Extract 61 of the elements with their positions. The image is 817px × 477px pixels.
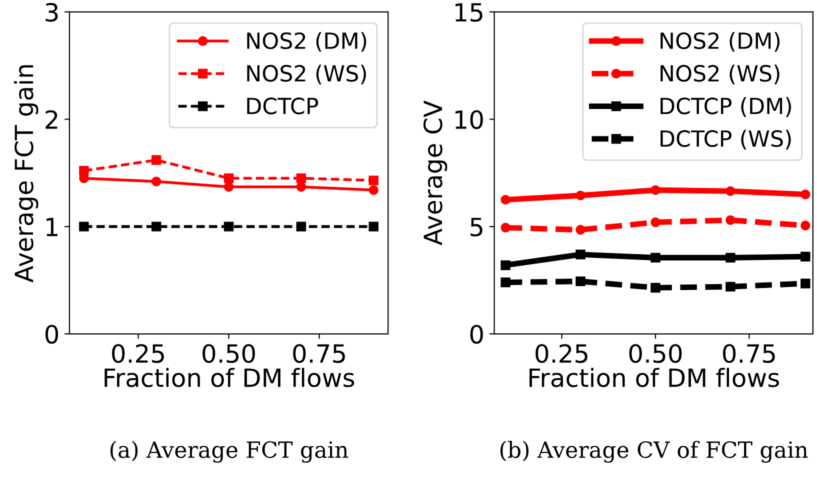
- point: [296, 222, 306, 232]
- y-tick-label: 3: [46, 2, 58, 22]
- x-tick-label: 0.75: [293, 344, 345, 363]
- point: [650, 217, 660, 228]
- point: [726, 252, 736, 263]
- y-tick-label: 1: [46, 218, 58, 236]
- point: [576, 190, 586, 200]
- y-tick-label: 5: [470, 218, 482, 236]
- y-tick-label: 0: [45, 324, 58, 344]
- legend-label: NOS2 (WS): [247, 64, 366, 84]
- point: [368, 176, 378, 186]
- x-axis-title: Fraction of DM flows: [530, 368, 779, 388]
- legend-label: DCTCP: [247, 98, 318, 114]
- text: (b) Average CV of FCT gain: [500, 440, 808, 463]
- point: [576, 250, 586, 260]
- x-tick-label: 0.50: [202, 344, 255, 363]
- legend-label: DCTCP (DM): [660, 97, 792, 117]
- point: [224, 173, 234, 184]
- x-tick-label: 0.25: [112, 344, 164, 363]
- point: [726, 186, 736, 196]
- point: [224, 182, 234, 192]
- y-axis-title: Average CV: [423, 100, 448, 246]
- point: [576, 224, 586, 235]
- point: [800, 252, 810, 262]
- point: [500, 194, 510, 205]
- point: [296, 173, 306, 184]
- point: [650, 185, 660, 195]
- x-axis-title: Fraction of DM flows: [104, 368, 354, 388]
- point: [368, 185, 378, 195]
- y-tick-label: 2: [46, 110, 58, 129]
- point: [500, 260, 510, 270]
- x-tick-label: 0.25: [536, 344, 588, 363]
- legend-label: DCTCP (WS): [660, 130, 791, 150]
- legend-label: NOS2 (DM): [660, 32, 780, 52]
- point: [79, 222, 89, 232]
- point: [151, 222, 162, 232]
- point: [800, 190, 810, 200]
- y-tick-label: 15: [455, 3, 482, 22]
- point: [726, 215, 736, 225]
- y-axis-title: Average FCT gain: [14, 65, 38, 283]
- point: [800, 278, 810, 288]
- legend-label: NOS2 (WS): [660, 64, 780, 84]
- x-tick-label: 0.75: [723, 344, 775, 363]
- legend-label: NOS2 (DM): [247, 32, 366, 52]
- point: [296, 182, 306, 192]
- text: (a) Average FCT gain: [110, 440, 348, 463]
- x-tick-label: 0.50: [629, 344, 682, 363]
- y-tick-label: 0: [470, 324, 483, 344]
- point: [151, 176, 162, 186]
- point: [650, 252, 660, 263]
- point: [500, 278, 510, 288]
- point: [79, 166, 89, 176]
- point: [726, 282, 736, 292]
- point: [500, 222, 510, 233]
- point: [576, 276, 586, 286]
- point: [800, 220, 810, 230]
- point: [650, 282, 660, 293]
- point: [368, 222, 378, 232]
- point: [224, 222, 234, 232]
- y-tick-label: 10: [455, 110, 483, 130]
- point: [151, 155, 162, 165]
